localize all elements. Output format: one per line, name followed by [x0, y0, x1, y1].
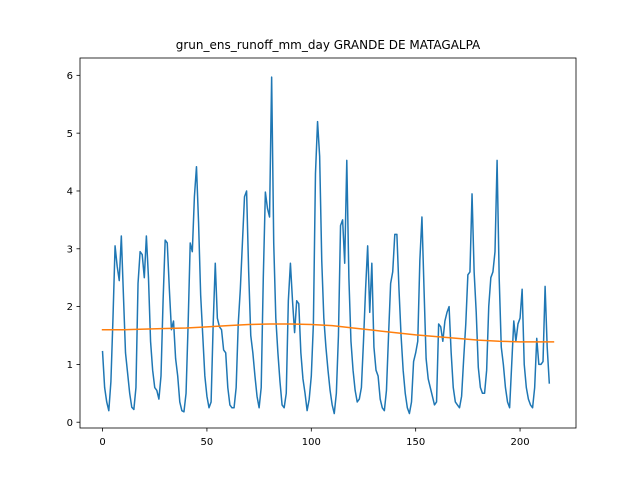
y-tick-label: 2 — [67, 302, 73, 313]
x-tick-label: 100 — [302, 437, 321, 448]
y-tick-label: 5 — [67, 129, 73, 140]
x-axis: 0 50 100 150 200 — [99, 428, 530, 448]
series-layer — [101, 76, 555, 415]
y-tick-label: 1 — [67, 360, 73, 371]
y-tick-label: 4 — [67, 187, 73, 198]
runoff-series-line — [101, 76, 551, 415]
x-tick-label: 50 — [201, 437, 214, 448]
y-axis: 0 1 2 3 4 5 6 — [67, 71, 80, 429]
plot-frame — [79, 57, 577, 429]
x-tick-label: 200 — [511, 437, 530, 448]
chart-title: grun_ens_runoff_mm_day GRANDE DE MATAGAL… — [176, 38, 481, 52]
x-tick-label: 0 — [99, 437, 105, 448]
y-tick-label: 3 — [67, 244, 73, 255]
y-tick-label: 0 — [67, 418, 73, 429]
y-tick-label: 6 — [67, 71, 73, 82]
trend-series-line — [101, 323, 555, 343]
x-tick-label: 150 — [406, 437, 425, 448]
